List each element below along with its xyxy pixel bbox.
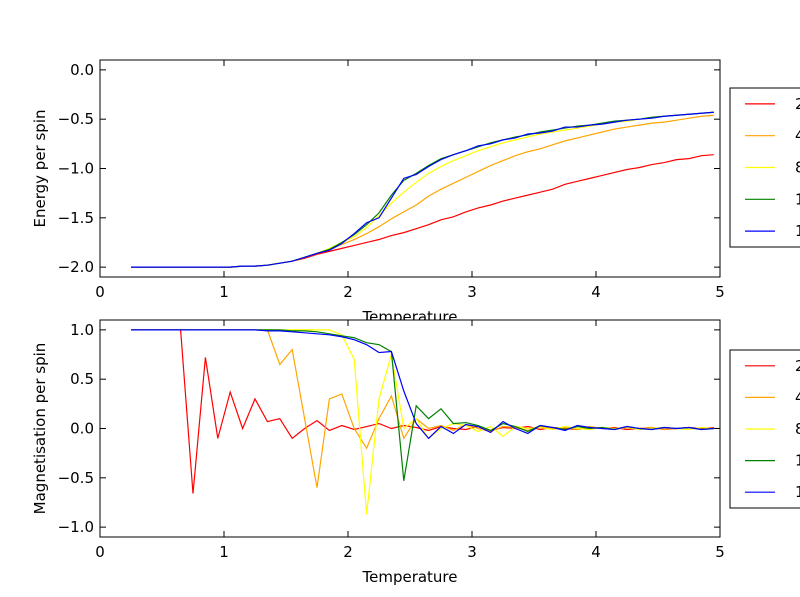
x-tick-label: 0	[95, 283, 105, 301]
y-tick-label: −0.5	[58, 469, 94, 487]
lines	[131, 329, 714, 515]
x-tick-label: 1	[219, 283, 229, 301]
y-axis-label: Magnetisation per spin	[31, 343, 49, 515]
y-tick-label: 1.0	[70, 321, 94, 339]
y-tick-label: −0.5	[58, 110, 94, 128]
series-line	[131, 329, 714, 440]
x-tick-label: 4	[591, 283, 601, 301]
legend-label: 1	[795, 222, 800, 240]
x-tick-label: 4	[591, 543, 601, 561]
legend-label: 8	[795, 159, 800, 177]
x-tick-label: 5	[715, 283, 725, 301]
legend-label: 2	[795, 357, 800, 375]
legend-label: 4	[795, 127, 800, 145]
x-tick-label: 2	[343, 283, 353, 301]
y-tick-label: 0.0	[70, 61, 94, 79]
x-tick-label: 3	[467, 283, 477, 301]
x-tick-label: 1	[219, 543, 229, 561]
y-axis-label: Energy per spin	[31, 110, 49, 228]
x-tick-label: 5	[715, 543, 725, 561]
legend-label: 1	[795, 452, 800, 470]
lines	[131, 111, 714, 268]
y-tick-label: −1.0	[58, 160, 94, 178]
legend-label: 1	[795, 483, 800, 501]
legend-label: 2	[795, 95, 800, 113]
x-tick-label: 0	[95, 543, 105, 561]
x-tick-label: 2	[343, 543, 353, 561]
y-tick-label: −2.0	[58, 258, 94, 276]
series-line	[131, 111, 714, 268]
x-tick-label: 3	[467, 543, 477, 561]
y-tick-label: 0.5	[70, 370, 94, 388]
x-axis-label: Temperature	[361, 568, 457, 586]
plot-area	[100, 60, 720, 277]
y-tick-label: 0.0	[70, 420, 94, 438]
legend-label: 8	[795, 420, 800, 438]
legend-label: 1	[795, 190, 800, 208]
legend-label: 4	[795, 388, 800, 406]
y-tick-label: −1.5	[58, 209, 94, 227]
y-tick-label: −1.0	[58, 518, 94, 536]
